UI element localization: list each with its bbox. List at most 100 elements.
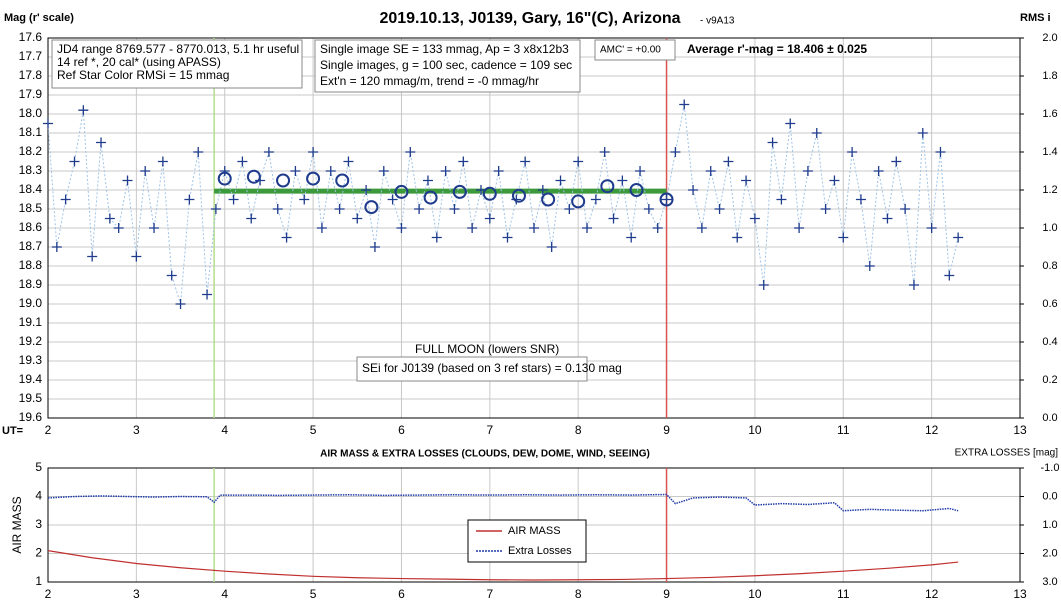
y-tick-label: 4 bbox=[35, 489, 42, 503]
data-point bbox=[175, 299, 186, 309]
average-point bbox=[452, 184, 467, 199]
data-point bbox=[520, 156, 531, 167]
data-point bbox=[458, 156, 469, 167]
chart-title: 2019.10.13, J0139, Gary, 16"(C), Arizona bbox=[379, 10, 680, 27]
annotation-box bbox=[594, 39, 676, 61]
y-axis-label: AIR MASS bbox=[10, 496, 24, 553]
data-point bbox=[776, 194, 787, 205]
y2-tick-label: 1.4 bbox=[1042, 146, 1057, 158]
data-point bbox=[900, 204, 911, 214]
data-point bbox=[635, 166, 646, 176]
y-tick-label: 18.3 bbox=[19, 163, 43, 177]
data-point bbox=[573, 156, 584, 167]
average-point bbox=[659, 192, 674, 207]
data-point bbox=[431, 232, 442, 243]
data-point bbox=[608, 213, 619, 224]
data-point bbox=[723, 156, 734, 167]
data-point bbox=[193, 147, 204, 157]
x-tick-label: 4 bbox=[221, 587, 228, 601]
data-point bbox=[422, 175, 433, 186]
annotation-box bbox=[314, 39, 581, 93]
data-point bbox=[661, 194, 672, 205]
x-tick-label: 6 bbox=[398, 423, 405, 437]
data-point bbox=[582, 223, 593, 233]
y-tick-label: 18.5 bbox=[19, 201, 43, 215]
data-line bbox=[47, 493, 959, 512]
data-point bbox=[210, 204, 221, 214]
average-point bbox=[541, 192, 556, 207]
data-point bbox=[767, 137, 778, 148]
annotation: Single images, g = 100 sec, cadence = 10… bbox=[320, 58, 572, 72]
x-prefix: UT= bbox=[2, 425, 23, 437]
data-point bbox=[378, 166, 389, 176]
y2-tick-label: -1.0 bbox=[1041, 462, 1060, 474]
data-point bbox=[87, 251, 98, 262]
data-point bbox=[502, 232, 513, 243]
average-point bbox=[246, 169, 261, 184]
data-point bbox=[926, 223, 937, 233]
y-tick-label: 2 bbox=[35, 546, 42, 560]
average-point bbox=[306, 171, 321, 186]
data-point bbox=[626, 232, 637, 243]
data-point bbox=[387, 194, 398, 205]
y-tick-label: 3 bbox=[35, 517, 42, 531]
x-tick-label: 9 bbox=[663, 587, 670, 601]
y2-tick-label: 1.8 bbox=[1042, 70, 1057, 82]
data-point bbox=[944, 270, 955, 281]
data-point bbox=[838, 232, 849, 243]
y2-axis-label: EXTRA LOSSES [mag] bbox=[955, 448, 1059, 459]
average-point bbox=[571, 194, 586, 209]
annotation: Average r'-mag = 18.406 ± 0.025 bbox=[687, 42, 867, 56]
data-point bbox=[361, 185, 372, 195]
data-point bbox=[555, 175, 566, 186]
data-point bbox=[122, 175, 133, 186]
annotation: FULL MOON (lowers SNR) bbox=[415, 342, 559, 356]
data-point bbox=[166, 270, 177, 281]
data-point bbox=[749, 213, 760, 224]
x-tick-label: 9 bbox=[663, 423, 670, 437]
y-tick-label: 19.5 bbox=[19, 391, 43, 405]
data-point bbox=[281, 232, 292, 243]
annotation: Single image SE = 133 mmag, Ap = 3 x8x12… bbox=[320, 42, 569, 56]
chart-subtitle: - v9A13 bbox=[700, 16, 735, 27]
data-point bbox=[299, 194, 310, 205]
average-point bbox=[600, 179, 615, 194]
data-point bbox=[935, 147, 946, 157]
x-tick-label: 7 bbox=[486, 423, 493, 437]
y2-tick-label: 0.0 bbox=[1042, 412, 1057, 424]
data-point bbox=[228, 194, 239, 205]
average-point bbox=[394, 184, 409, 199]
data-point bbox=[246, 213, 257, 224]
y-tick-label: 17.6 bbox=[19, 30, 43, 44]
annotation: Ext'n = 120 mmag/m, trend = -0 mmag/hr bbox=[320, 74, 539, 88]
data-point bbox=[308, 147, 319, 157]
y-tick-label: 18.6 bbox=[19, 220, 43, 234]
data-point bbox=[113, 223, 124, 233]
data-point bbox=[352, 213, 363, 224]
data-point bbox=[51, 242, 62, 252]
y-tick-label: 1 bbox=[35, 574, 42, 588]
plot-frame bbox=[47, 37, 1021, 419]
y-tick-label: 19.1 bbox=[19, 315, 43, 329]
data-point bbox=[369, 242, 380, 252]
data-point bbox=[43, 118, 53, 129]
y-tick-label: 19.6 bbox=[19, 410, 43, 424]
average-point bbox=[511, 188, 526, 203]
x-tick-label: 5 bbox=[310, 587, 317, 601]
data-point bbox=[184, 194, 195, 205]
average-point bbox=[276, 173, 291, 188]
y-tick-label: 18.0 bbox=[19, 106, 43, 120]
y2-tick-label: 1.0 bbox=[1042, 519, 1057, 531]
data-point bbox=[590, 194, 601, 205]
data-point bbox=[714, 204, 725, 214]
data-point bbox=[157, 156, 168, 167]
average-point bbox=[629, 183, 644, 197]
data-point bbox=[60, 194, 71, 205]
y2-tick-label: 0.8 bbox=[1042, 260, 1057, 272]
data-point bbox=[679, 99, 690, 110]
x-tick-label: 11 bbox=[837, 423, 850, 437]
data-point bbox=[617, 175, 628, 186]
data-point bbox=[449, 204, 460, 214]
data-point bbox=[78, 105, 89, 116]
